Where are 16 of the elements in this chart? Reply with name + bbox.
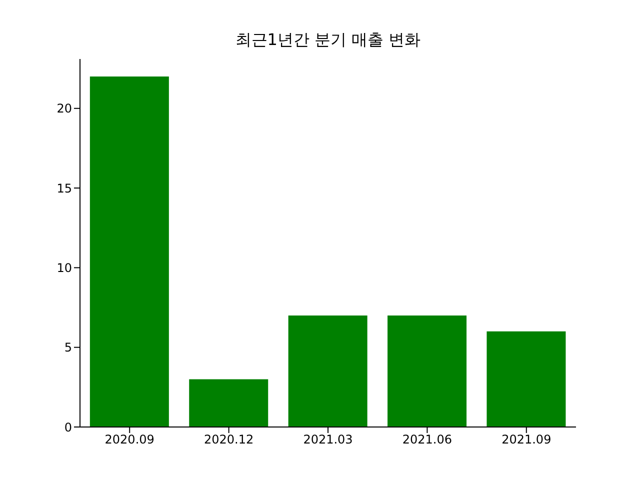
chart-title: 최근1년간 분기 매출 변화 — [234, 30, 422, 51]
x-tick-label: 2020.09 — [104, 432, 154, 447]
y-tick-label: 10 — [56, 260, 72, 275]
x-tick-label: 2021.06 — [402, 432, 452, 447]
bar — [189, 379, 268, 427]
y-tick-label: 20 — [56, 102, 72, 116]
x-tick-label: 2021.03 — [303, 432, 353, 447]
bar — [90, 76, 169, 427]
x-tick-label: 2021.09 — [502, 432, 552, 447]
bar — [486, 331, 566, 427]
y-tick-label: 0 — [64, 420, 72, 434]
y-tick-label: 5 — [64, 340, 72, 355]
bar — [288, 315, 368, 427]
y-tick-label: 15 — [56, 181, 72, 196]
bar — [388, 315, 467, 427]
x-tick-label: 2020.12 — [204, 432, 254, 447]
